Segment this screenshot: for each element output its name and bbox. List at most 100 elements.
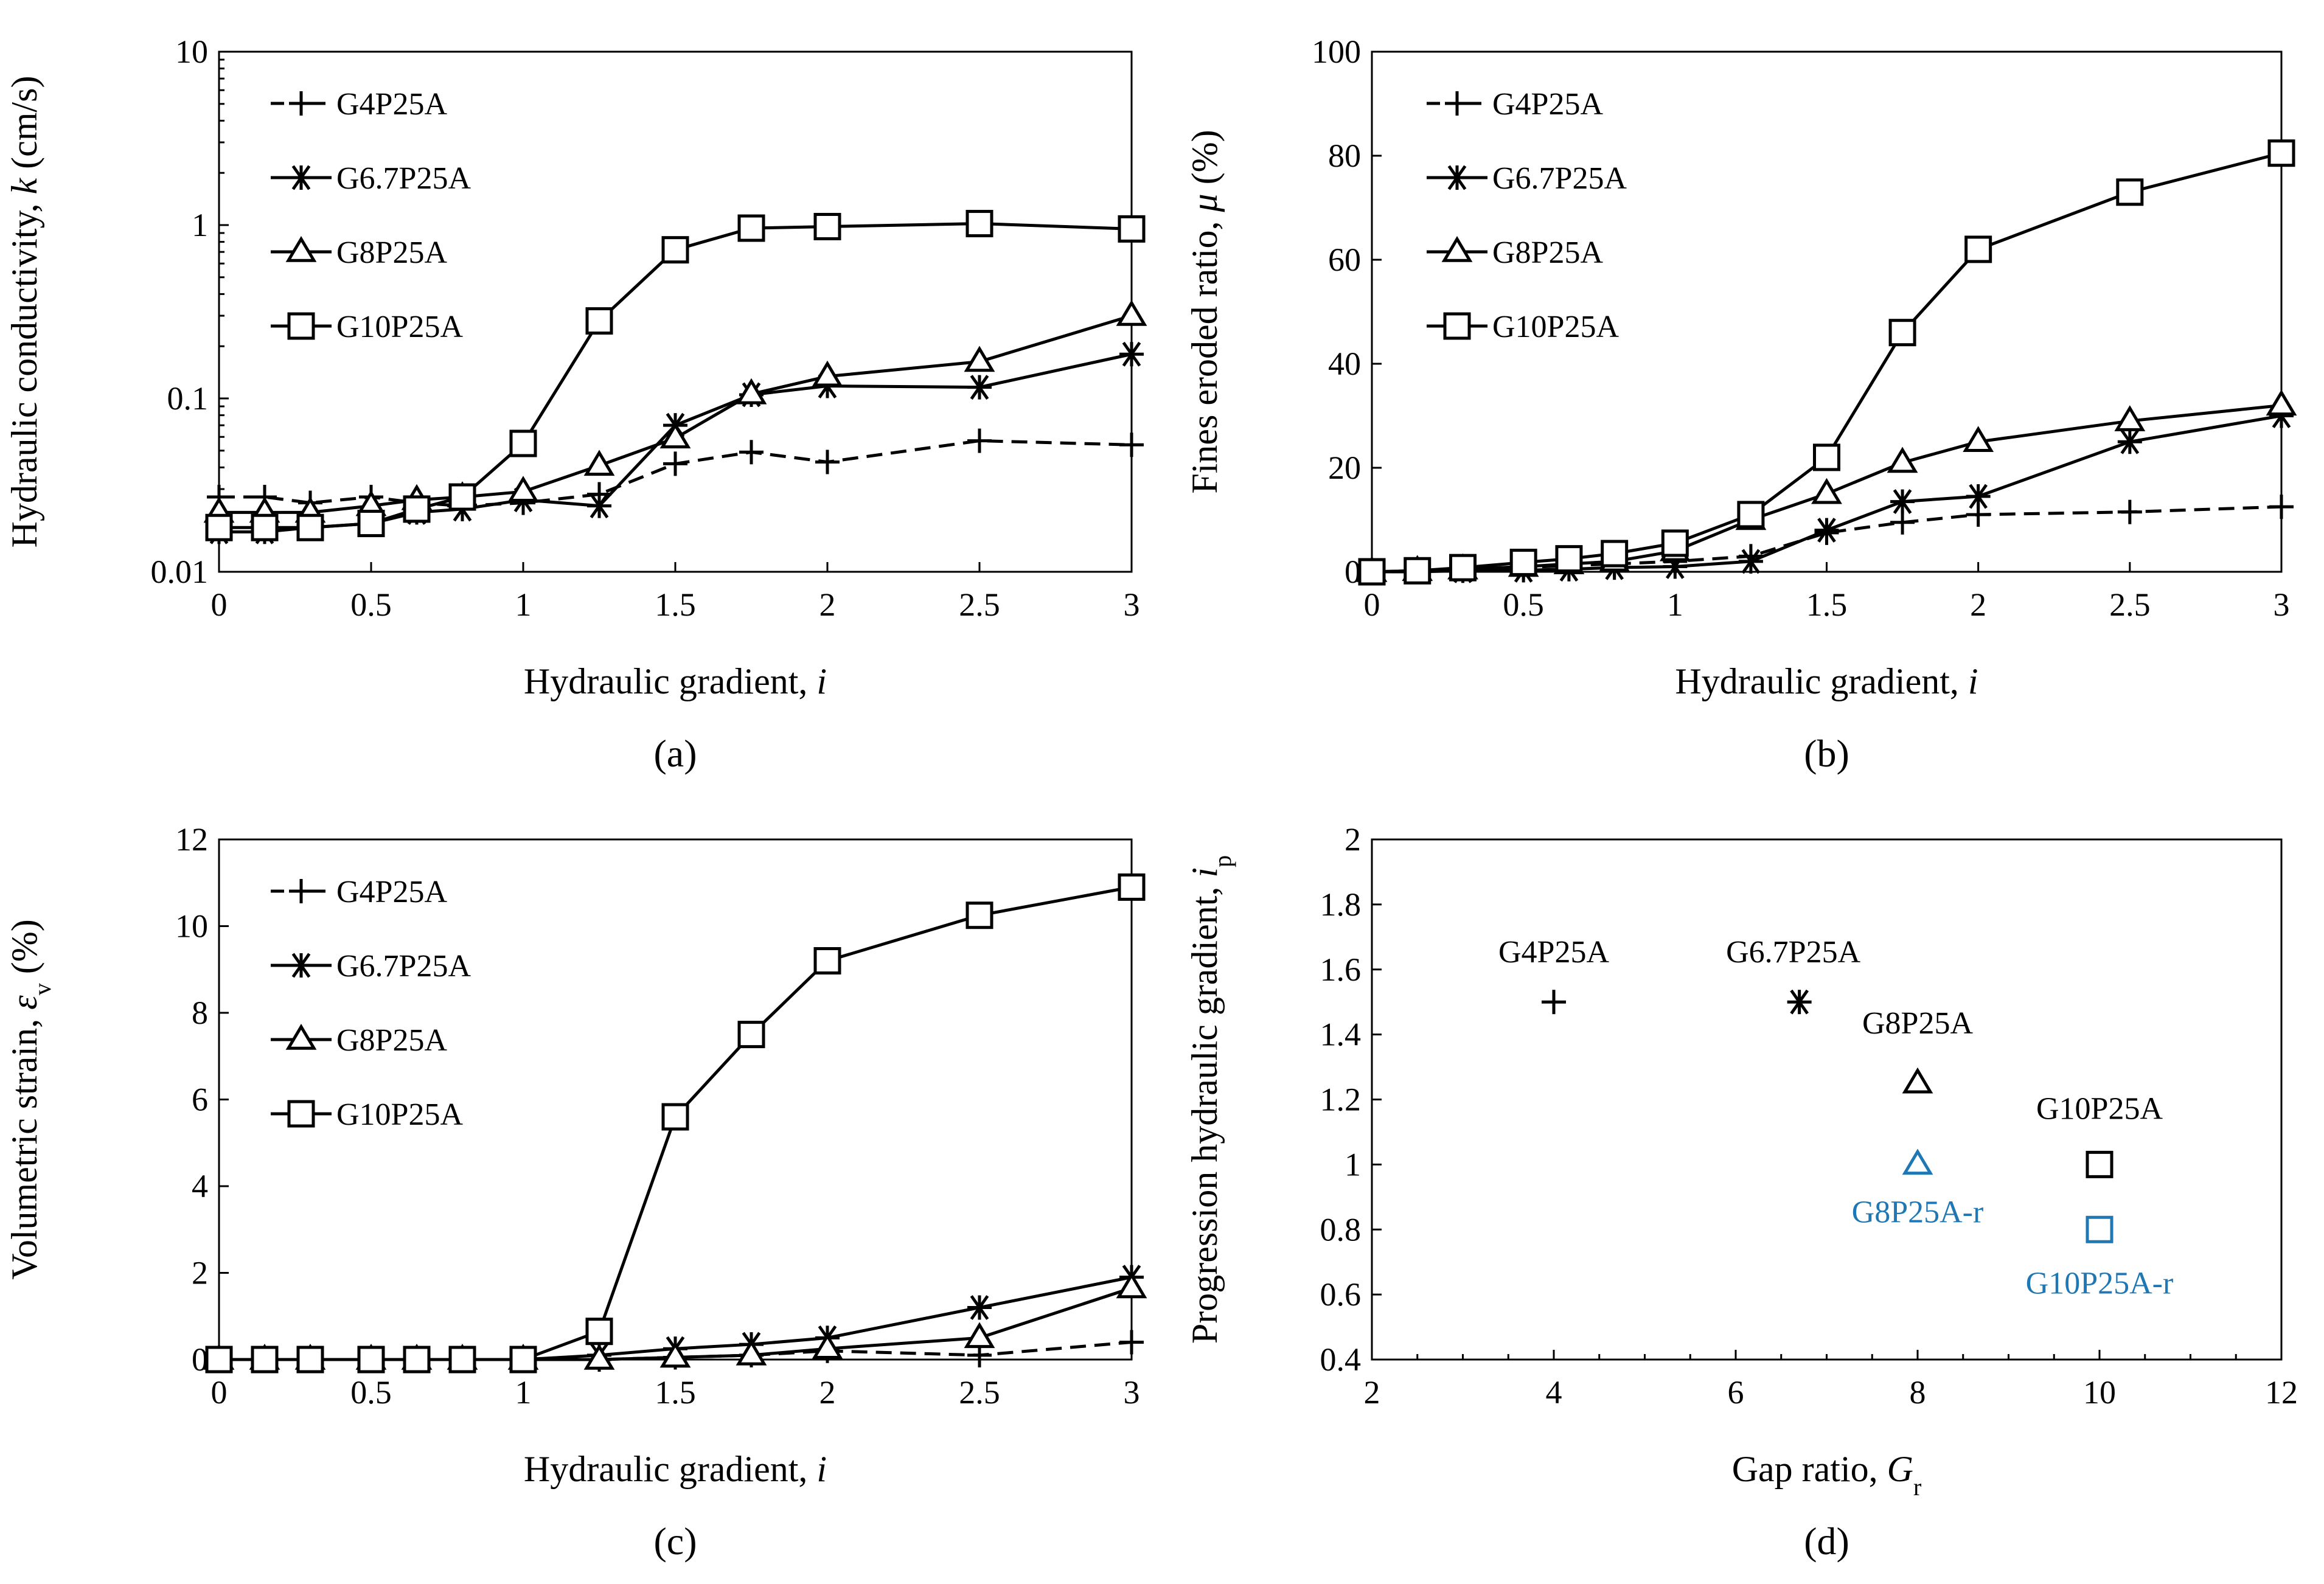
annotation-g4p25a: G4P25A	[1498, 935, 1609, 970]
legend-item-g8p25a: G8P25A	[271, 1023, 447, 1058]
legend-item-g4p25a: G4P25A	[271, 875, 447, 909]
legend-item-g10p25a: G10P25A	[1427, 310, 1619, 344]
point-g4p25a	[815, 450, 840, 474]
point-g8p25a	[1811, 478, 1842, 504]
y-tick-label: 1.8	[1320, 886, 1362, 923]
point-g6-7p25a	[587, 493, 611, 519]
y-tick-label: 10	[175, 33, 208, 70]
x-tick-label: 10	[2083, 1374, 2116, 1411]
point-g6-7p25a	[1966, 484, 1991, 509]
y-tick-label: 60	[1328, 241, 1361, 278]
point-g4p25a	[967, 428, 992, 453]
point-g10p25a	[448, 1346, 476, 1374]
point-g6-7p25a	[2117, 429, 2142, 454]
legend-marker	[289, 879, 313, 903]
annotation-g10p25a-r: G10P25A-r	[2026, 1266, 2174, 1301]
panel-label: (d)	[1804, 1520, 1849, 1563]
y-tick-label: 100	[1312, 33, 1361, 70]
legend-label: G10P25A	[336, 1097, 463, 1132]
point-g10p25a	[1555, 545, 1583, 573]
x-axis-title: Gap ratio, Gr	[1732, 1449, 1922, 1501]
point-g10p25a	[448, 483, 476, 511]
legend-label: G8P25A	[1492, 235, 1603, 270]
point-g6-7p25a	[1787, 989, 1812, 1015]
panel-label: (b)	[1804, 732, 1849, 775]
annotation-g8p25a-r: G8P25A-r	[1852, 1195, 1984, 1229]
x-tick-label: 1.5	[655, 586, 696, 623]
point-g10p25a	[1509, 549, 1537, 577]
point-g8p25a	[2114, 405, 2146, 431]
point-g8p25a	[1116, 300, 1147, 326]
legend-item-g10p25a: G10P25A	[271, 310, 463, 344]
legend-marker	[289, 165, 313, 190]
point-g8p25a	[1963, 426, 1994, 453]
y-axis-title: Progression hydraulic gradient, ip	[1185, 855, 1236, 1344]
legend-label: G6.7P25A	[336, 949, 471, 984]
point-g8p25a	[964, 1322, 995, 1349]
x-tick-label: 4	[1546, 1374, 1562, 1411]
point-g10p25a	[205, 1346, 233, 1374]
point-g10p25a	[403, 495, 431, 523]
x-tick-label: 3	[1124, 586, 1140, 623]
x-tick-label: 0.5	[350, 1374, 392, 1411]
point-g10p25a	[585, 307, 613, 335]
y-tick-label: 1.6	[1320, 951, 1362, 988]
point-g4p25a	[1119, 432, 1144, 457]
point-g10p25a	[737, 1021, 765, 1049]
point-g10p25a	[2267, 139, 2295, 167]
x-tick-label: 2	[1364, 1374, 1380, 1411]
annotation-g8p25a: G8P25A	[1862, 1006, 1973, 1041]
y-tick-label: 2	[1345, 821, 1361, 858]
point-g10p25a	[357, 510, 385, 538]
point-g4p25a	[2117, 499, 2142, 524]
x-tick-label: 0.5	[350, 586, 392, 623]
x-axis-title: Hydraulic gradient, i	[524, 661, 827, 701]
y-tick-label: 1.4	[1320, 1016, 1362, 1053]
x-axis-title: Hydraulic gradient, i	[524, 1449, 827, 1489]
y-tick-label: 80	[1328, 137, 1361, 174]
x-tick-label: 12	[2265, 1374, 2298, 1411]
point-g8p25a	[964, 346, 995, 372]
x-tick-label: 0	[211, 1374, 228, 1411]
legend-label: G6.7P25A	[1492, 161, 1627, 196]
legend-item-g4p25a: G4P25A	[1427, 87, 1603, 122]
x-tick-label: 0	[211, 586, 228, 623]
legend-marker	[287, 1100, 315, 1128]
point-g10p25a	[251, 513, 279, 541]
point-g10p25a	[1118, 215, 1146, 243]
legend-marker	[289, 953, 313, 978]
legend-label: G8P25A	[336, 1023, 447, 1058]
x-tick-label: 2	[1970, 586, 1986, 623]
panel-d: 0.4 0.6 0.8 1 1.2 1.4 1.6 1.8 2 2 4 6 8 10 12 Gap ratio…	[1185, 821, 2298, 1563]
point-g10p25a	[296, 1346, 324, 1374]
legend-item-g8p25a: G8P25A	[1427, 235, 1603, 270]
legend-marker	[1445, 91, 1469, 116]
legend-label: G4P25A	[1492, 87, 1603, 122]
point-g8p25a	[583, 1344, 615, 1370]
legend-item-g6-7p25a: G6.7P25A	[1427, 161, 1627, 196]
point-g10p25a	[1737, 501, 1765, 529]
point-g10p25a	[403, 1346, 431, 1374]
point-g10p25a	[251, 1346, 279, 1374]
point-g6-7p25a	[1119, 341, 1144, 367]
legend-marker	[287, 312, 315, 340]
point-g8p25a	[1887, 446, 1918, 473]
y-tick-label: 0.4	[1320, 1341, 1362, 1378]
x-tick-label: 0.5	[1503, 586, 1544, 623]
x-tick-label: 3	[1124, 1374, 1140, 1411]
point-g10p25a	[1358, 558, 1386, 586]
legend-marker	[285, 1024, 317, 1050]
point-g10p25a	[296, 513, 324, 541]
point-g8p25a-r	[1902, 1148, 1933, 1175]
legend-label: G4P25A	[336, 875, 447, 909]
point-g10p25a	[813, 213, 841, 241]
legend-marker	[1441, 236, 1473, 262]
point-g10p25a-r	[2086, 1215, 2114, 1243]
annotation-g6-7p25a: G6.7P25A	[1726, 935, 1860, 970]
point-g4p25a	[1542, 990, 1566, 1015]
y-axis-title: Fines eroded ratio, μ (%)	[1185, 130, 1225, 493]
y-tick-label: 4	[192, 1168, 208, 1204]
y-axis-title: Hydraulic conductivity, k (cm/s)	[4, 76, 44, 548]
y-tick-label: 0.1	[167, 380, 209, 417]
y-tick-label: 0.6	[1320, 1276, 1362, 1313]
